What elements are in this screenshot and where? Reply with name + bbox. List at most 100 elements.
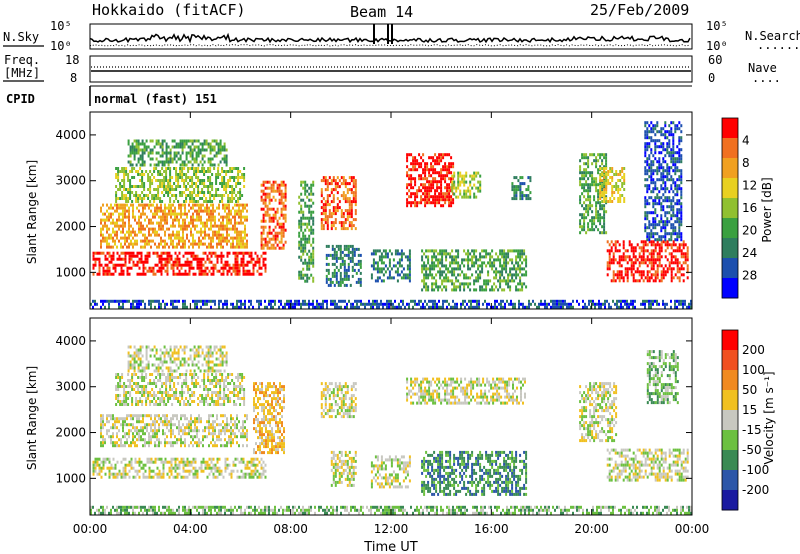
echo-cell	[511, 185, 514, 189]
echo-cell	[151, 179, 154, 182]
echo-cell	[204, 302, 206, 306]
echo-cell	[268, 216, 271, 220]
echo-cell	[330, 221, 333, 225]
echo-cell	[183, 160, 186, 164]
echo-cell	[476, 299, 478, 303]
echo-cell	[327, 244, 330, 248]
echo-cell	[485, 252, 488, 256]
echo-cell	[465, 273, 468, 277]
echo-cell	[288, 305, 290, 309]
echo-cell	[587, 171, 590, 175]
echo-cell	[230, 209, 232, 213]
echo-cell	[208, 251, 211, 255]
echo-cell	[230, 212, 232, 216]
echo-cell	[139, 163, 142, 167]
echo-cell	[207, 200, 210, 203]
echo-cell	[204, 221, 206, 225]
echo-cell	[266, 240, 269, 244]
echo-cell	[670, 157, 673, 161]
echo-cell	[229, 167, 232, 170]
echo-cell	[229, 170, 232, 173]
echo-cell	[158, 257, 161, 261]
echo-cell	[298, 273, 301, 277]
echo-cell	[630, 273, 633, 277]
echo-cell	[424, 177, 427, 181]
echo-cell	[660, 127, 663, 131]
echo-cell	[398, 264, 401, 268]
echo-cell	[652, 223, 655, 227]
echo-cell	[320, 206, 323, 210]
echo-cell	[589, 183, 592, 187]
echo-cell	[406, 276, 409, 280]
echo-cell	[310, 192, 313, 196]
echo-cell	[256, 260, 259, 264]
echo-cell	[644, 142, 647, 146]
echo-cell	[149, 182, 152, 185]
echo-cell	[144, 260, 147, 264]
echo-cell	[451, 267, 454, 271]
echo-cell	[674, 160, 677, 164]
echo-cell	[156, 254, 159, 258]
echo-cell	[584, 305, 586, 309]
echo-cell	[455, 276, 458, 280]
echo-cell	[310, 243, 313, 247]
echo-cell	[662, 160, 665, 164]
echo-cell	[422, 192, 425, 196]
echo-cell	[348, 188, 351, 192]
echo-cell	[614, 240, 617, 244]
echo-cell	[660, 243, 663, 247]
echo-cell	[412, 186, 415, 190]
echo-cell	[290, 299, 292, 303]
echo-cell	[161, 173, 164, 176]
echo-cell	[642, 270, 645, 274]
echo-cell	[467, 276, 470, 280]
echo-cell	[438, 153, 441, 157]
echo-cell	[298, 195, 301, 199]
echo-cell	[347, 250, 350, 254]
echo-cell	[339, 265, 342, 269]
echo-cell	[351, 253, 354, 257]
echo-cell	[634, 249, 637, 253]
echo-cell	[376, 261, 379, 265]
echo-cell	[591, 174, 594, 178]
echo-cell	[221, 167, 224, 170]
echo-cell	[678, 223, 681, 227]
echo-cell	[165, 145, 168, 149]
echo-cell	[333, 268, 336, 272]
echo-cell	[601, 179, 604, 182]
echo-cell	[324, 221, 327, 225]
echo-cell	[300, 249, 303, 253]
echo-cell	[339, 247, 342, 251]
echo-cell	[209, 148, 212, 152]
echo-cell	[178, 236, 180, 240]
echo-cell	[652, 154, 655, 158]
echo-cell	[124, 242, 126, 246]
echo-cell	[182, 263, 185, 267]
echo-cell	[104, 224, 106, 228]
echo-cell	[330, 191, 333, 195]
echo-cell	[650, 175, 653, 179]
echo-cell	[605, 156, 608, 160]
echo-cell	[348, 206, 351, 210]
echo-cell	[672, 229, 675, 233]
echo-cell	[208, 299, 210, 303]
echo-cell	[488, 302, 490, 306]
echo-cell	[186, 236, 188, 240]
echo-cell	[527, 185, 530, 189]
echo-cell	[141, 142, 144, 146]
echo-cell	[182, 221, 184, 225]
echo-cell	[219, 151, 222, 155]
echo-cell	[118, 218, 120, 222]
echo-cell	[128, 215, 130, 219]
echo-cell	[453, 267, 456, 271]
echo-cell	[209, 142, 212, 146]
echo-cell	[597, 189, 600, 193]
echo-cell	[214, 209, 216, 213]
echo-cell	[114, 203, 116, 207]
echo-cell	[430, 305, 432, 309]
echo-cell	[192, 203, 194, 207]
echo-cell	[610, 246, 613, 250]
echo-cell	[154, 230, 156, 234]
echo-cell	[129, 179, 132, 182]
echo-cell	[448, 195, 451, 199]
